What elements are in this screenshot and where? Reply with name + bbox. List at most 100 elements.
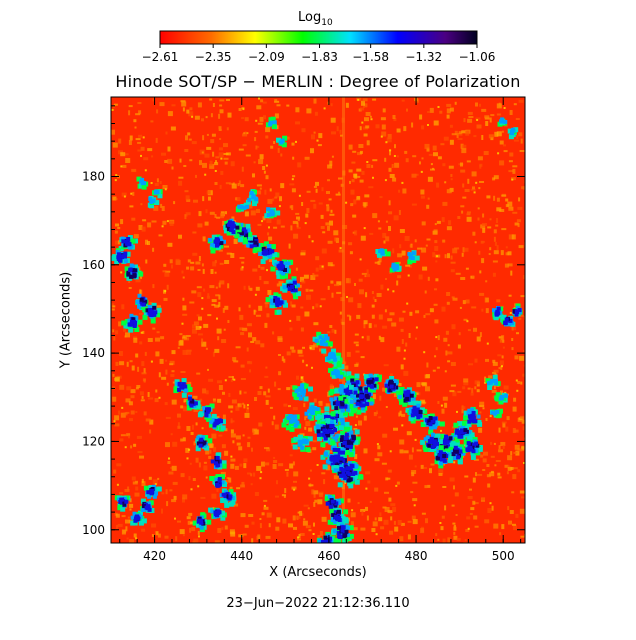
speckle-cell [230, 253, 235, 258]
feature-halo-cell [330, 440, 336, 446]
speckle-cell [369, 500, 372, 503]
speckle-cell [215, 286, 218, 289]
speckle-cell [451, 133, 457, 136]
speckle-cell [496, 197, 500, 202]
speckle-cell [189, 462, 192, 465]
speckle-cell [291, 304, 296, 308]
feature-cyan-cell [434, 445, 439, 450]
speckle-cell [358, 278, 363, 282]
speckle-cell [147, 392, 150, 397]
speckle-cell [296, 375, 299, 380]
speckle-cell [238, 148, 244, 151]
speckle-cell [128, 140, 132, 145]
speckle-cell [209, 285, 215, 289]
speckle-cell [312, 447, 317, 451]
speckle-cell [379, 196, 383, 199]
speckle-cell [284, 469, 289, 471]
speckle-cell [489, 218, 492, 221]
speckle-cell [297, 511, 300, 514]
speckle-cell [308, 529, 312, 532]
speckle-cell [330, 280, 334, 284]
speckle-cell [286, 387, 291, 391]
speckle-cell [502, 346, 505, 349]
speckle-cell [255, 145, 258, 150]
speckle-cell [185, 447, 190, 453]
speckle-cell [462, 183, 465, 188]
speckle-cell [188, 111, 194, 117]
speckle-cell [138, 134, 143, 138]
feature-halo-cell [333, 465, 339, 471]
feature-core-cell [340, 470, 345, 475]
feature-core-cell [125, 241, 130, 246]
speckle-cell [125, 526, 128, 532]
speckle-cell [304, 156, 310, 160]
speckle-cell [197, 102, 202, 108]
feature-halo-cell [322, 464, 328, 470]
speckle-cell [208, 455, 212, 459]
feature-core-cell [364, 387, 369, 392]
speckle-cell [182, 276, 185, 279]
speckle-cell [479, 401, 485, 407]
speckle-cell [182, 313, 188, 316]
feature-halo-cell [414, 255, 420, 261]
speckle-cell [450, 174, 453, 177]
speckle-bright-cell [515, 379, 518, 382]
speckle-cell [293, 526, 297, 530]
speckle-cell [500, 365, 503, 370]
speckle-cell [375, 124, 380, 129]
feature-cyan-cell [439, 461, 443, 466]
speckle-bright-cell [150, 360, 153, 363]
speckle-cell [471, 306, 477, 309]
speckle-cell [192, 252, 198, 256]
feature-core-cell [435, 441, 439, 446]
feature-core-cell [341, 450, 345, 455]
feature-core-cell [389, 384, 394, 389]
speckle-cell [257, 223, 262, 226]
speckle-cell [167, 111, 173, 117]
speckle-cell [382, 506, 387, 509]
speckle-cell [289, 327, 293, 331]
feature-core-cell [123, 251, 128, 256]
feature-cyan-cell [124, 259, 128, 264]
speckle-cell [345, 102, 349, 108]
speckle-cell [217, 336, 220, 341]
feature-cyan-cell [339, 417, 344, 422]
feature-cyan-cell [333, 438, 338, 443]
speckle-cell [503, 144, 506, 147]
speckle-cell [351, 161, 356, 164]
speckle-cell [377, 220, 380, 223]
speckle-cell [430, 463, 435, 466]
speckle-bright-cell [376, 443, 379, 446]
speckle-cell [132, 191, 135, 196]
speckle-cell [185, 135, 188, 141]
speckle-cell [235, 405, 240, 411]
speckle-cell [230, 458, 236, 462]
feature-cyan-cell [289, 419, 294, 424]
speckle-cell [450, 255, 453, 260]
feature-core-cell [444, 434, 449, 439]
speckle-bright-cell [372, 176, 374, 179]
feature-core-cell [276, 264, 281, 269]
feature-halo-cell [112, 254, 118, 260]
speckle-cell [361, 272, 367, 275]
feature-cyan-cell [332, 436, 337, 441]
feature-core-cell [229, 226, 234, 230]
feature-core-cell [443, 439, 448, 444]
speckle-cell [405, 264, 411, 267]
colorbar-tick-label: −1.06 [459, 50, 496, 64]
speckle-cell [129, 205, 134, 208]
speckle-cell [219, 99, 225, 102]
speckle-cell [141, 395, 144, 399]
speckle-cell [177, 346, 180, 349]
speckle-cell [117, 227, 121, 229]
feature-cyan-cell [201, 435, 206, 440]
feature-cyan-cell [135, 299, 140, 304]
speckle-cell [488, 375, 493, 379]
feature-halo-cell [307, 436, 313, 442]
feature-halo-cell [317, 542, 323, 543]
speckle-cell [189, 107, 193, 111]
speckle-cell [237, 403, 242, 408]
speckle-cell [206, 133, 209, 136]
speckle-cell [296, 447, 301, 450]
polarization-map [111, 97, 525, 543]
